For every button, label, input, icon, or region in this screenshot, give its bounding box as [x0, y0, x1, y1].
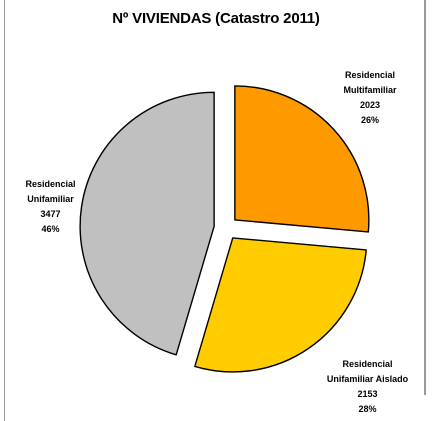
slice-label-line: Residencial: [25, 179, 76, 189]
frame-right-border: [424, 0, 426, 395]
frame-left-border: [0, 0, 5, 421]
slice-label-line: Residencial: [342, 359, 393, 369]
slice-residencial-unifamiliar: [79, 91, 215, 356]
slice-residencial-multifamiliar: [234, 85, 370, 233]
slice-label-line: Residencial: [344, 70, 396, 80]
slice-residencial-unifamiliar-aislado: [194, 237, 367, 373]
slice-label-line: Unifamiliar: [27, 194, 74, 204]
slice-label-line: Multifamiliar: [343, 85, 397, 95]
slice-label-line: Unifamiliar Aislado: [326, 374, 409, 384]
slice-label-unifamiliar-aislado: Residencial Unifamiliar Aislado 2153 28%: [310, 357, 425, 417]
slice-percent: 46%: [41, 224, 60, 234]
chart-title: Nº VIVIENDAS (Catastro 2011): [112, 10, 320, 27]
slice-value: 2153: [357, 389, 378, 399]
slice-percent: 26%: [360, 115, 379, 125]
slice-value: 3477: [40, 209, 61, 219]
slice-label-multifamiliar: Residencial Multifamiliar 2023 26%: [325, 68, 415, 128]
slice-label-unifamiliar: Residencial Unifamiliar 3477 46%: [8, 177, 93, 237]
slice-value: 2023: [359, 100, 381, 110]
slice-percent: 28%: [358, 404, 377, 414]
